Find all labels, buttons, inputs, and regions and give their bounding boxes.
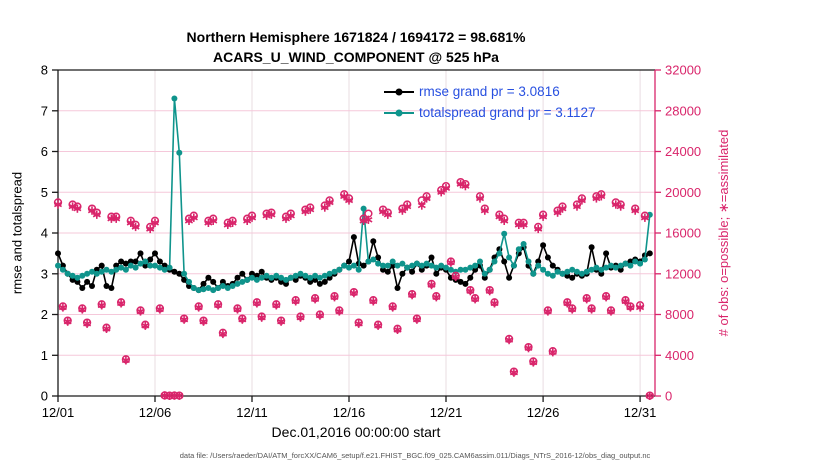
svg-text:12/31: 12/31 (624, 405, 657, 420)
svg-text:12/01: 12/01 (42, 405, 75, 420)
x-axis-label: Dec.01,2016 00:00:00 start (271, 424, 441, 440)
svg-text:4000: 4000 (665, 348, 694, 363)
svg-text:12/06: 12/06 (139, 405, 172, 420)
chart-title: Northern Hemisphere 1671824 / 1694172 = … (186, 29, 526, 45)
x-axis-ticks: 12/01 12/06 12/11 12/16 12/21 12/26 12/31 (42, 396, 657, 420)
legend-label: rmse grand pr = 3.0816 (419, 84, 560, 99)
gridlines (58, 70, 655, 396)
svg-text:8000: 8000 (665, 307, 694, 322)
svg-text:8: 8 (41, 63, 48, 78)
svg-text:12000: 12000 (665, 266, 701, 281)
legend-line-sample (384, 88, 414, 95)
assimilated-obs-markers (53, 179, 654, 400)
svg-text:3: 3 (41, 266, 48, 281)
totalspread-series (55, 95, 653, 294)
svg-text:28000: 28000 (665, 103, 701, 118)
legend: rmse grand pr = 3.0816 totalspread grand … (384, 83, 596, 121)
svg-text:2: 2 (41, 307, 48, 322)
svg-text:6: 6 (41, 144, 48, 159)
svg-text:12/26: 12/26 (527, 405, 560, 420)
svg-text:0: 0 (41, 389, 48, 404)
svg-text:12/21: 12/21 (430, 405, 463, 420)
left-y-axis-label: rmse and totalspread (9, 171, 25, 295)
svg-text:1: 1 (41, 348, 48, 363)
legend-marker-dot (395, 88, 403, 95)
svg-text:24000: 24000 (665, 144, 701, 159)
svg-text:16000: 16000 (665, 226, 701, 241)
legend-marker-dot (395, 109, 403, 116)
left-y-axis-ticks: 0 1 2 3 4 5 6 7 8 (41, 63, 58, 404)
svg-text:7: 7 (41, 103, 48, 118)
footer-datafile: data file: /Users/raeder/DAI/ATM_forcXX/… (179, 451, 651, 460)
svg-text:12/11: 12/11 (236, 405, 268, 420)
svg-text:0: 0 (665, 389, 672, 404)
legend-line-sample (384, 109, 414, 116)
legend-entry-rmse: rmse grand pr = 3.0816 (384, 83, 596, 100)
chart-subtitle: ACARS_U_WIND_COMPONENT @ 525 hPa (213, 49, 499, 65)
legend-entry-totalspread: totalspread grand pr = 3.1127 (384, 104, 596, 121)
right-y-axis-ticks: 0 4000 8000 12000 16000 20000 24000 28000 32000 (655, 63, 701, 404)
svg-text:5: 5 (41, 185, 48, 200)
svg-text:12/16: 12/16 (333, 405, 366, 420)
svg-text:20000: 20000 (665, 185, 701, 200)
svg-text:4: 4 (41, 226, 48, 241)
svg-text:32000: 32000 (665, 63, 701, 78)
legend-label: totalspread grand pr = 3.1127 (419, 105, 596, 120)
right-y-axis-label: # of obs: o=possible; ∗=assimilated (716, 129, 731, 337)
